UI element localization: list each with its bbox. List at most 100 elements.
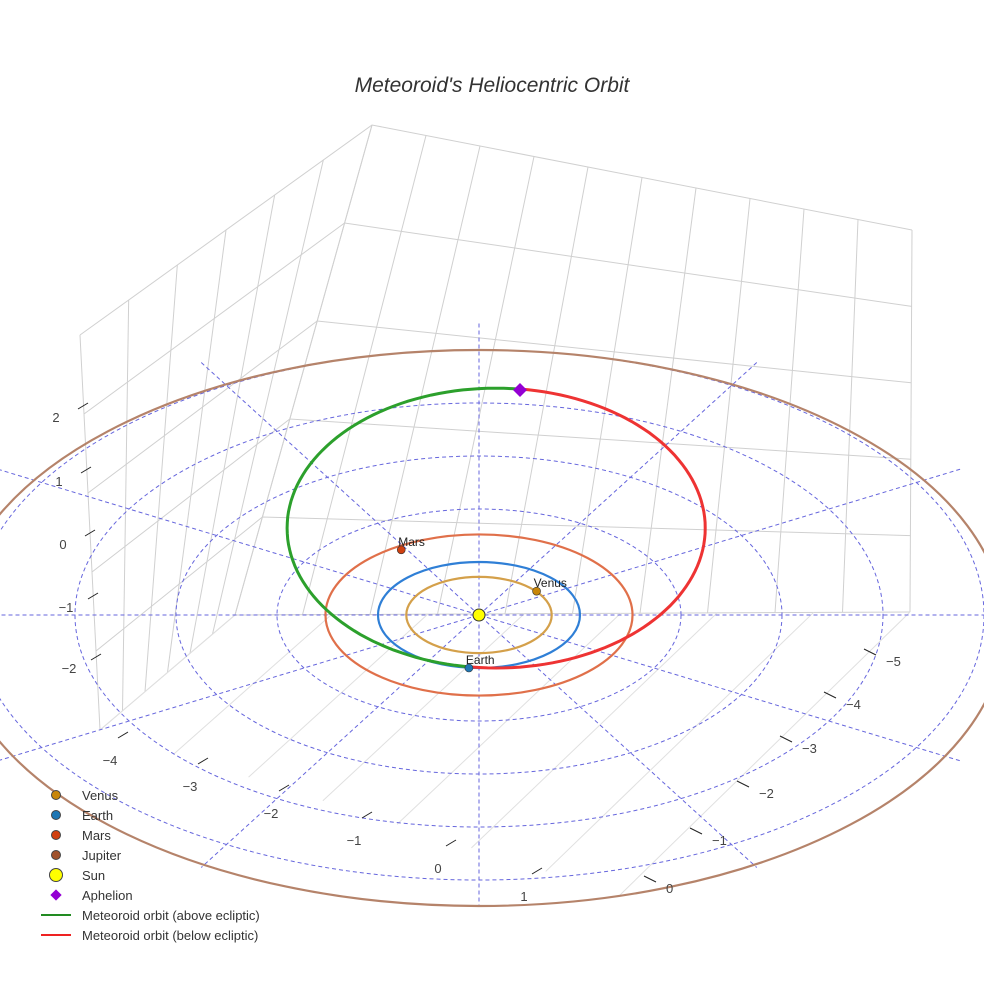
grid-line bbox=[144, 264, 178, 692]
tick-mark bbox=[84, 529, 96, 537]
tick-mark bbox=[197, 757, 209, 765]
legend-label: Mars bbox=[82, 827, 111, 843]
tick-mark bbox=[361, 811, 373, 819]
tick-label: 2 bbox=[52, 410, 59, 425]
tick-mark bbox=[736, 780, 750, 788]
grid-line bbox=[122, 299, 130, 711]
tick-label: −1 bbox=[59, 600, 74, 615]
chart-title: Meteoroid's Heliocentric Orbit bbox=[354, 74, 630, 97]
legend: Venus Earth Mars Jupiter Sun Aphelion Meteoroi… bbox=[38, 785, 260, 945]
tick-label: −3 bbox=[183, 779, 198, 794]
tick-label: 0 bbox=[666, 881, 673, 896]
grid-line bbox=[572, 177, 643, 614]
legend-item[interactable]: Sun bbox=[38, 865, 260, 885]
tick-label: −4 bbox=[846, 697, 861, 712]
grid-line bbox=[707, 198, 751, 613]
grid-line bbox=[189, 194, 276, 654]
tick-mark bbox=[117, 731, 129, 739]
grid-line bbox=[437, 156, 535, 615]
legend-item[interactable]: Meteoroid orbit (below ecliptic) bbox=[38, 925, 260, 945]
legend-swatch bbox=[38, 889, 74, 901]
legend-label: Earth bbox=[82, 807, 114, 823]
grid-line bbox=[302, 135, 427, 615]
legend-swatch bbox=[38, 914, 74, 916]
grid-line bbox=[504, 166, 589, 614]
tick-label: −2 bbox=[62, 661, 77, 676]
tick-mark bbox=[779, 735, 793, 743]
legend-label: Jupiter bbox=[82, 847, 122, 863]
grid-line bbox=[909, 229, 913, 613]
grid-line bbox=[87, 320, 912, 494]
tick-label: −5 bbox=[886, 654, 901, 669]
grid-line bbox=[212, 159, 324, 635]
legend-label: Venus bbox=[82, 787, 119, 803]
floor-grid-line bbox=[322, 613, 525, 802]
grid-line bbox=[369, 145, 481, 615]
legend-item[interactable]: Mars bbox=[38, 825, 260, 845]
tick-mark bbox=[77, 402, 89, 410]
tick-mark bbox=[689, 827, 703, 835]
legend-item[interactable]: Meteoroid orbit (above ecliptic) bbox=[38, 905, 260, 925]
floor-grid-line bbox=[99, 614, 236, 731]
legend-label: Aphelion bbox=[82, 887, 133, 903]
legend-item[interactable]: Jupiter bbox=[38, 845, 260, 865]
floor-grid-line bbox=[545, 612, 814, 872]
legend-swatch bbox=[38, 810, 74, 820]
legend-swatch bbox=[38, 868, 74, 882]
tick-label: −2 bbox=[759, 786, 774, 801]
sun-marker[interactable] bbox=[472, 608, 486, 622]
grid-line bbox=[774, 208, 805, 613]
legend-item[interactable]: Aphelion bbox=[38, 885, 260, 905]
legend-label: Sun bbox=[82, 867, 106, 883]
floor-grid-line bbox=[173, 614, 332, 754]
legend-label: Meteoroid orbit (below ecliptic) bbox=[82, 927, 259, 943]
tick-mark bbox=[863, 648, 877, 656]
legend-swatch bbox=[38, 934, 74, 936]
planet-label: Venus bbox=[534, 576, 567, 590]
aphelion-marker[interactable] bbox=[513, 383, 527, 397]
tick-mark bbox=[87, 592, 99, 600]
planet-label: Earth bbox=[466, 653, 495, 667]
tick-mark bbox=[80, 466, 92, 474]
meteoroid-orbit-below bbox=[471, 387, 707, 670]
planet-earth[interactable] bbox=[464, 663, 474, 673]
tick-mark bbox=[445, 839, 457, 847]
legend-swatch bbox=[38, 830, 74, 840]
legend-label: Meteoroid orbit (above ecliptic) bbox=[82, 907, 260, 923]
planet-label: Mars bbox=[398, 535, 425, 549]
floor-grid-line bbox=[396, 612, 622, 825]
grid-line bbox=[842, 219, 859, 613]
planet-venus[interactable] bbox=[532, 586, 541, 596]
legend-swatch bbox=[38, 850, 74, 860]
tick-label: 1 bbox=[55, 474, 62, 489]
grid-line bbox=[91, 418, 911, 573]
floor-grid-line bbox=[619, 611, 911, 896]
orbit-venus bbox=[405, 575, 553, 655]
tick-label: 0 bbox=[434, 861, 441, 876]
tick-mark bbox=[643, 875, 657, 883]
legend-item[interactable]: Venus bbox=[38, 785, 260, 805]
tick-label: −1 bbox=[712, 833, 727, 848]
tick-label: −4 bbox=[103, 753, 118, 768]
radial-line bbox=[200, 362, 758, 868]
floor-grid-line bbox=[471, 612, 718, 849]
legend-swatch bbox=[38, 790, 74, 800]
orbit-jupiter bbox=[0, 348, 984, 908]
planet-mars[interactable] bbox=[396, 545, 406, 555]
grid-line bbox=[639, 187, 697, 614]
tick-label: −1 bbox=[347, 833, 362, 848]
tick-label: 1 bbox=[520, 889, 527, 904]
meteoroid-orbit-above bbox=[285, 386, 521, 669]
tick-label: 0 bbox=[59, 537, 66, 552]
legend-item[interactable]: Earth bbox=[38, 805, 260, 825]
floor-grid-line bbox=[248, 613, 429, 778]
orbit-mars bbox=[324, 533, 634, 697]
radial-line bbox=[200, 362, 758, 868]
tick-mark bbox=[278, 784, 290, 792]
tick-mark bbox=[90, 653, 102, 661]
grid-line bbox=[234, 124, 373, 616]
tick-label: −3 bbox=[802, 741, 817, 756]
tick-mark bbox=[823, 691, 837, 699]
